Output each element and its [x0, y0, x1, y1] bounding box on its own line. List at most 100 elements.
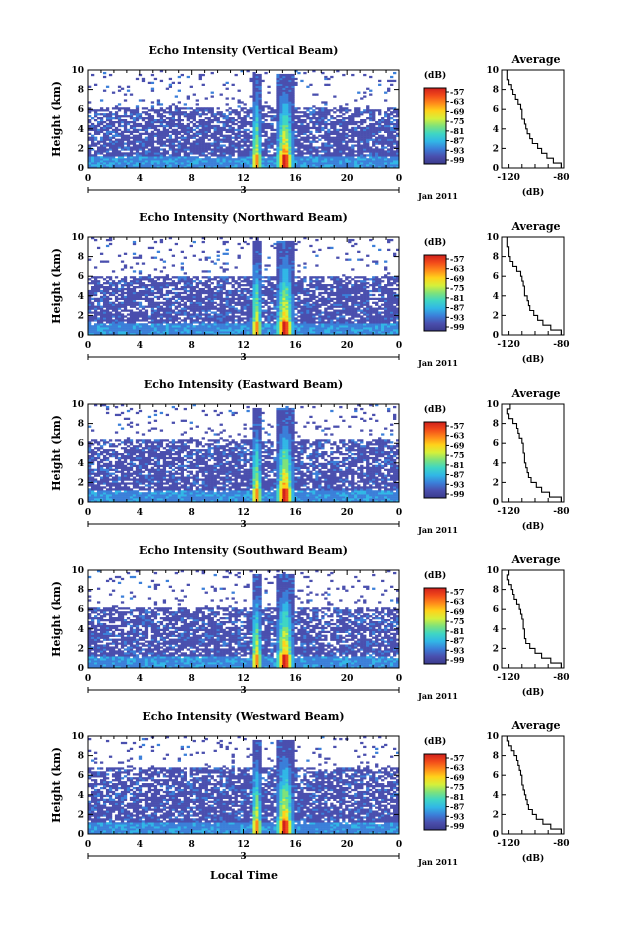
- average-y-tick-label: 2: [493, 644, 499, 654]
- average-x-tick-label: -80: [553, 507, 569, 517]
- average-y-tick-label: 10: [486, 66, 499, 76]
- y-tick-label: 8: [78, 586, 84, 596]
- average-profile: Average 0 2 4 6 8 10 -120 -80 (dB): [486, 387, 569, 532]
- y-tick-label: 8: [78, 253, 84, 263]
- average-y-tick-label: 2: [493, 311, 499, 321]
- average-x-label: (dB): [522, 187, 544, 198]
- x-tick-label: 8: [189, 341, 195, 351]
- day-label: 3: [240, 520, 246, 530]
- colorbar-tick-label: -87: [450, 636, 464, 646]
- colorbar-tick-label: -93: [450, 145, 465, 155]
- x-tick-label: 12: [237, 341, 250, 351]
- colorbar-tick-label: -63: [450, 763, 465, 773]
- average-y-tick-label: 2: [493, 478, 499, 488]
- panel-1: Echo Intensity (Vertical Beam) Height (km…: [50, 44, 569, 201]
- heatmap: [88, 736, 400, 835]
- average-profile: Average 0 2 4 6 8 10 -120 -80 (dB): [486, 553, 569, 698]
- colorbar-tick-label: -57: [450, 421, 464, 431]
- average-y-tick-label: 8: [493, 586, 499, 596]
- y-tick-label: 4: [78, 292, 84, 302]
- average-x-label: (dB): [522, 521, 544, 532]
- colorbar-unit: (dB): [424, 70, 446, 81]
- x-tick-label: 0: [396, 840, 402, 850]
- average-y-tick-label: 10: [486, 400, 499, 410]
- colorbar-tick-label: -93: [450, 811, 465, 821]
- x-tick-label: 0: [396, 508, 402, 518]
- colorbar-tick-label: -99: [450, 155, 465, 165]
- average-title: Average: [510, 719, 560, 732]
- average-profile: Average 0 2 4 6 8 10 -120 -80 (dB): [486, 719, 569, 864]
- date-label: Jan 2011: [417, 691, 458, 701]
- heatmap: [88, 404, 400, 503]
- average-y-tick-label: 6: [493, 605, 499, 615]
- colorbar-tick-label: -93: [450, 645, 465, 655]
- colorbar: [423, 87, 447, 165]
- average-x-tick-label: -80: [553, 839, 569, 849]
- panel-title: Echo Intensity (Westward Beam): [142, 710, 344, 723]
- x-tick-label: 4: [137, 341, 143, 351]
- colorbar-unit: (dB): [424, 736, 446, 747]
- x-tick-label: 8: [189, 174, 195, 184]
- average-y-tick-label: 8: [493, 420, 499, 430]
- average-title: Average: [510, 553, 560, 566]
- colorbar-tick-label: -87: [450, 136, 464, 146]
- x-tick-label: 12: [237, 674, 250, 684]
- average-title: Average: [510, 220, 560, 233]
- average-y-tick-label: 10: [486, 732, 499, 742]
- x-tick-label: 16: [289, 341, 302, 351]
- y-axis-label: Height (km): [50, 248, 63, 324]
- average-y-tick-label: 0: [493, 830, 499, 840]
- x-tick-label: 16: [289, 840, 302, 850]
- colorbar: [423, 587, 447, 665]
- y-tick-label: 10: [71, 66, 84, 76]
- colorbar: [423, 753, 447, 831]
- average-y-tick-label: 6: [493, 105, 499, 115]
- colorbar-tick-label: -69: [450, 273, 465, 283]
- y-axis-label: Height (km): [50, 747, 63, 823]
- average-x-tick-label: -80: [553, 340, 569, 350]
- x-tick-label: 12: [237, 508, 250, 518]
- x-tick-label: 16: [289, 508, 302, 518]
- average-y-tick-label: 4: [493, 125, 499, 135]
- colorbar-unit: (dB): [424, 570, 446, 581]
- y-tick-label: 0: [78, 164, 84, 174]
- average-y-tick-label: 10: [486, 566, 499, 576]
- x-tick-label: 0: [85, 341, 91, 351]
- date-label: Jan 2011: [417, 525, 458, 535]
- average-y-tick-label: 0: [493, 498, 499, 508]
- y-tick-label: 0: [78, 498, 84, 508]
- average-y-tick-label: 8: [493, 752, 499, 762]
- y-tick-label: 4: [78, 125, 84, 135]
- y-axis-label: Height (km): [50, 415, 63, 491]
- average-profile-line: [506, 69, 562, 168]
- colorbar-tick-label: -99: [450, 655, 465, 665]
- x-tick-label: 4: [137, 174, 143, 184]
- x-tick-label: 0: [85, 508, 91, 518]
- colorbar-tick-label: -63: [450, 97, 465, 107]
- panel-2: Echo Intensity (Northward Beam) Height (k…: [50, 211, 569, 368]
- panel-4: Echo Intensity (Southward Beam) Height (k…: [50, 544, 569, 701]
- heatmap: [88, 70, 400, 169]
- average-profile: Average 0 2 4 6 8 10 -120 -80 (dB): [486, 220, 569, 365]
- y-tick-label: 2: [78, 644, 84, 654]
- average-y-tick-label: 2: [493, 810, 499, 820]
- colorbar-tick-label: -81: [450, 626, 464, 636]
- y-tick-label: 8: [78, 752, 84, 762]
- x-tick-label: 16: [289, 174, 302, 184]
- x-tick-label: 0: [85, 674, 91, 684]
- colorbar-tick-label: -93: [450, 479, 465, 489]
- colorbar-tick-label: -81: [450, 792, 464, 802]
- heatmap: [88, 237, 400, 336]
- average-x-tick-label: -120: [497, 507, 520, 517]
- y-tick-label: 0: [78, 830, 84, 840]
- day-label: 3: [240, 353, 246, 363]
- average-profile-line: [506, 236, 562, 335]
- average-x-label: (dB): [522, 853, 544, 864]
- colorbar-tick-label: -57: [450, 254, 464, 264]
- x-tick-label: 0: [396, 174, 402, 184]
- panel-title: Echo Intensity (Northward Beam): [139, 211, 348, 224]
- x-tick-label: 8: [189, 674, 195, 684]
- day-label: 3: [240, 686, 246, 696]
- date-label: Jan 2011: [417, 857, 458, 867]
